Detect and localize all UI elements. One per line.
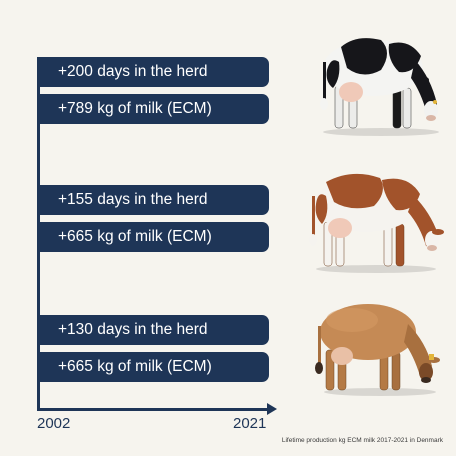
row2-milk-label: +665 kg of milk (ECM) <box>40 222 269 252</box>
row2-days-label: +155 days in the herd <box>40 185 269 215</box>
footnote: Lifetime production kg ECM milk 2017-202… <box>281 437 443 444</box>
row1-milk-label: +789 kg of milk (ECM) <box>40 94 269 124</box>
end-year-label: 2021 <box>233 415 267 432</box>
timeline-horizontal-axis <box>37 408 271 411</box>
start-year-label: 2002 <box>37 415 71 432</box>
row1-days-label: +200 days in the herd <box>40 57 269 87</box>
holstein-cow-icon <box>320 38 439 136</box>
jersey-cow-icon <box>315 304 440 396</box>
timeline-vertical-axis <box>37 57 40 410</box>
red-dairy-cow-icon <box>309 173 444 273</box>
row3-milk-label: +665 kg of milk (ECM) <box>40 352 269 382</box>
timeline-arrow-icon <box>267 403 277 415</box>
row3-days-label: +130 days in the herd <box>40 315 269 345</box>
